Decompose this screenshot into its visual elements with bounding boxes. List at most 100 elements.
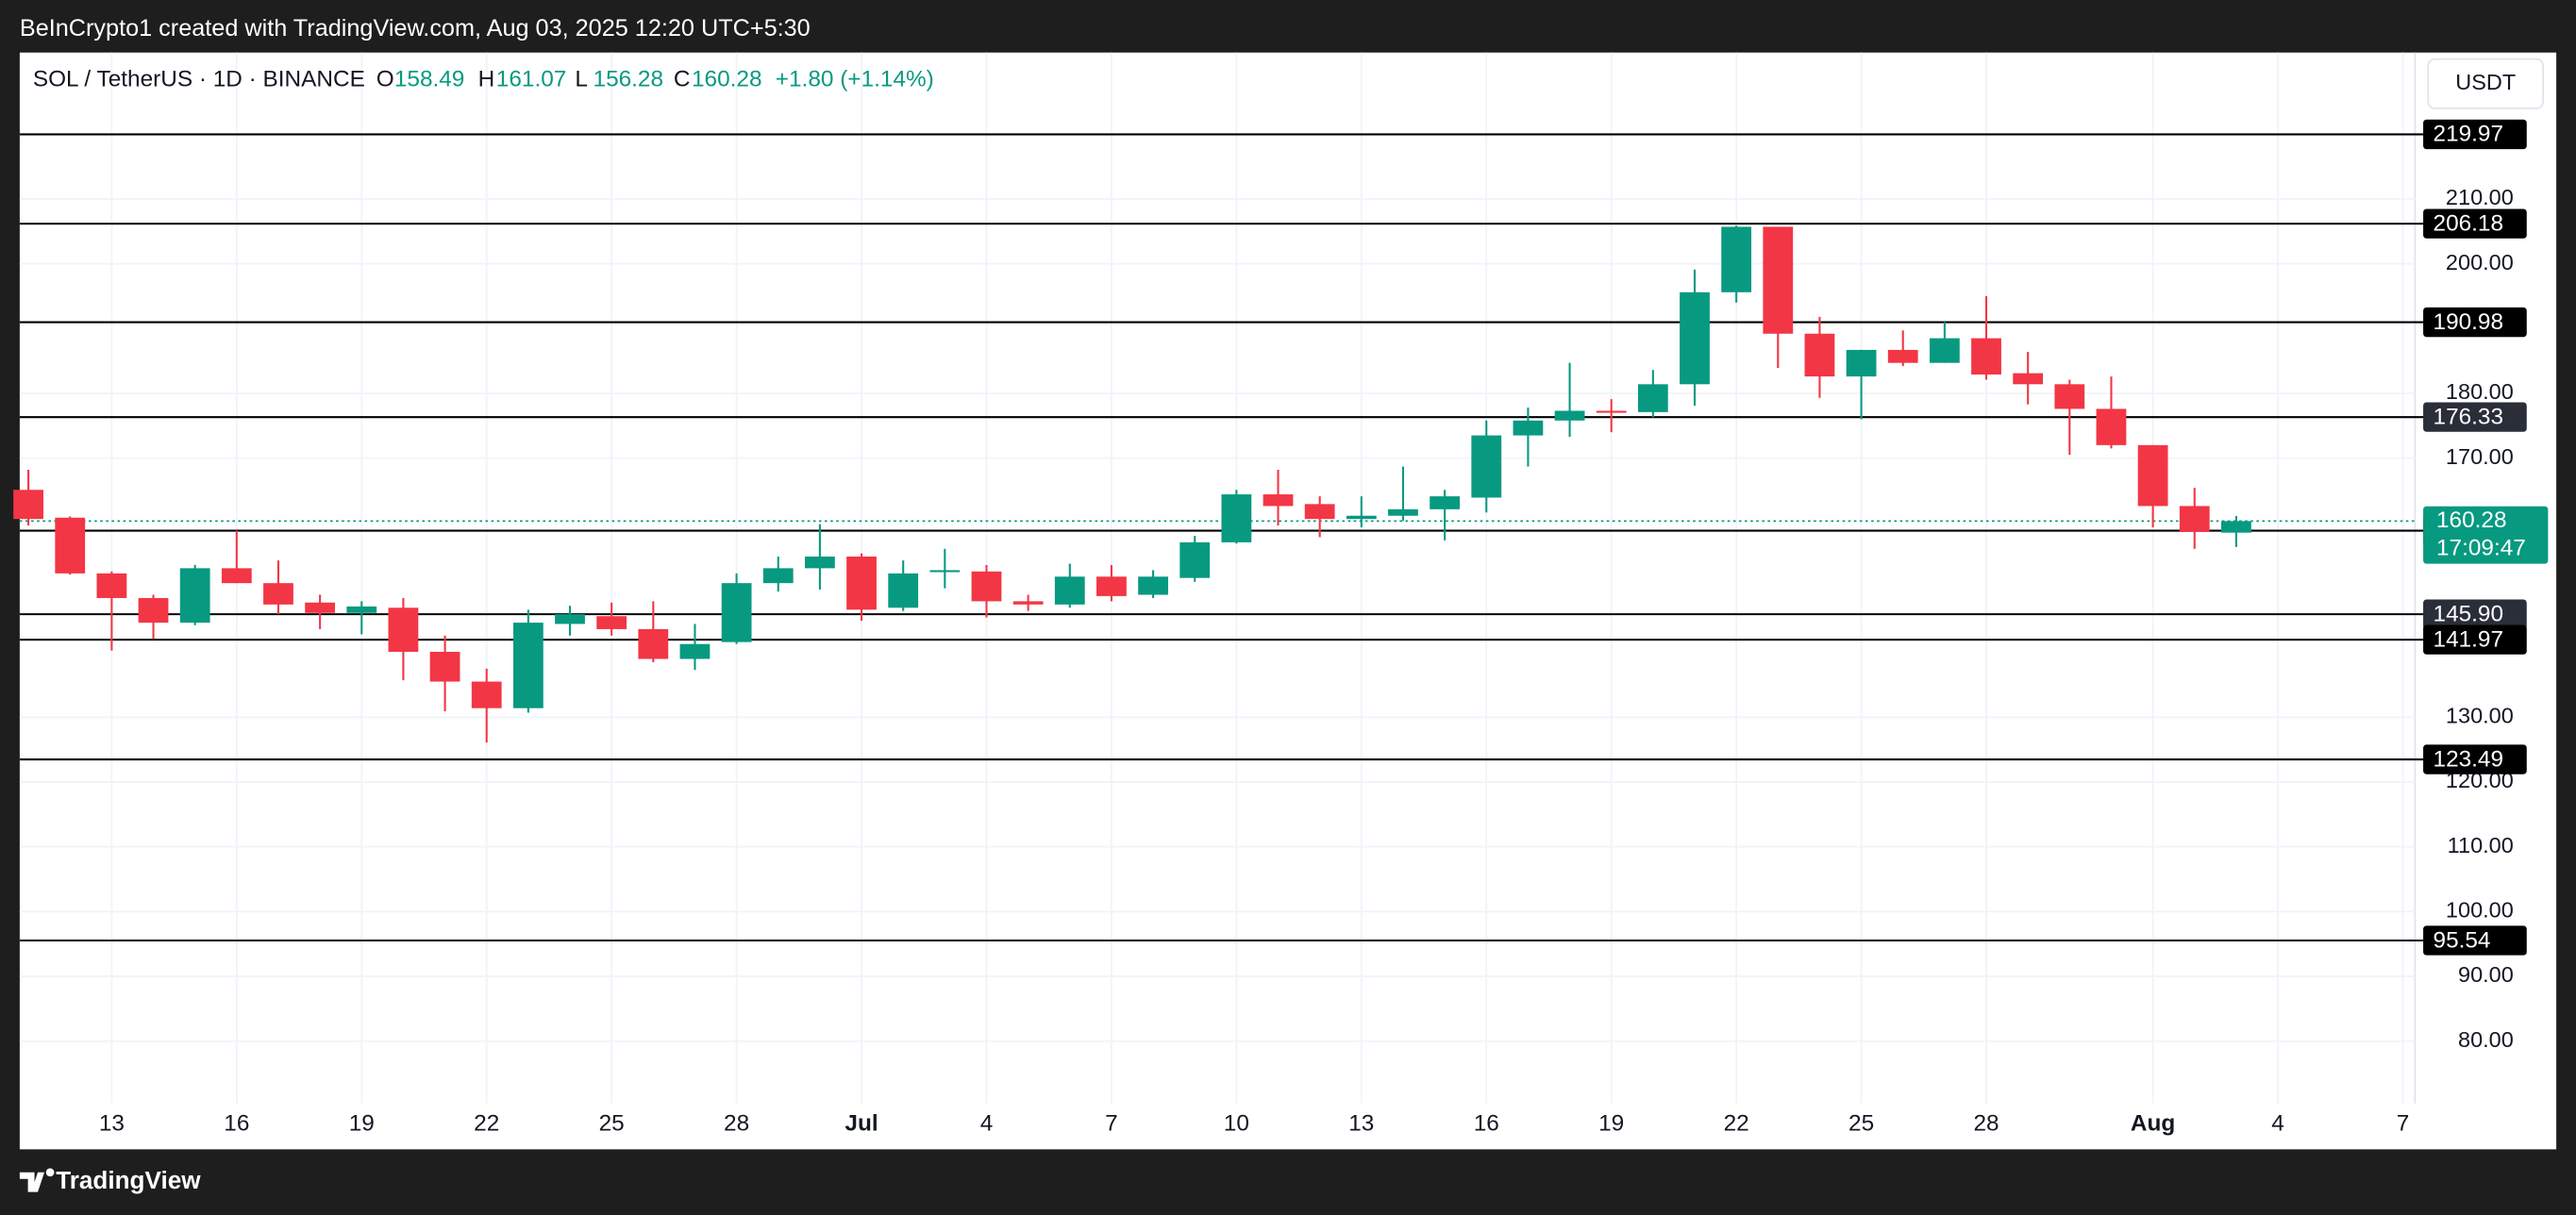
- legend-change: +1.80 (+1.14%): [776, 67, 934, 92]
- level-label: 145.90: [2434, 601, 2504, 626]
- level-label-box: [2423, 208, 2527, 239]
- candle-body: [96, 573, 127, 598]
- y-tick-label: 170.00: [2446, 444, 2514, 469]
- candle-body: [762, 568, 794, 584]
- candle-body: [1263, 494, 1294, 507]
- candle-body: [679, 643, 711, 659]
- candle-body: [971, 571, 1002, 602]
- x-tick-label: 10: [1224, 1111, 1249, 1137]
- candle-body: [2137, 444, 2168, 507]
- candle-body: [638, 628, 669, 659]
- y-tick-label: 100.00: [2446, 898, 2514, 923]
- y-tick-label: 130.00: [2446, 704, 2514, 728]
- candle-body: [221, 568, 252, 584]
- level-label: 95.54: [2434, 927, 2491, 953]
- x-tick-label: 7: [1105, 1111, 1118, 1137]
- chart-area: [19, 52, 2557, 1150]
- candle-body: [1304, 504, 1335, 520]
- currency[interactable]: USDT: [2455, 70, 2516, 94]
- level-label: 206.18: [2434, 210, 2504, 236]
- y-tick-label: 210.00: [2446, 185, 2514, 209]
- candle-body: [1804, 333, 1835, 377]
- candle-body: [1471, 435, 1502, 498]
- legend-key: L: [575, 67, 588, 92]
- legend-value: 156.28: [594, 67, 664, 92]
- level-label: 219.97: [2434, 122, 2504, 147]
- candle-body: [1929, 338, 1960, 363]
- candle-body: [13, 490, 43, 520]
- level-label-box: [2423, 599, 2527, 629]
- candle-body: [804, 557, 835, 569]
- countdown: 17:09:47: [2436, 535, 2526, 560]
- candle-body: [2013, 373, 2044, 385]
- y-tick-label: 90.00: [2458, 962, 2514, 987]
- candle-body: [1846, 349, 1877, 377]
- candle-body: [55, 517, 86, 574]
- candle-body: [846, 557, 877, 610]
- candle-body: [1680, 291, 1710, 385]
- level-label-box: [2423, 744, 2527, 774]
- candle-body: [2096, 408, 2127, 445]
- candle-body: [1221, 494, 1252, 542]
- candle-body: [1346, 515, 1377, 520]
- candle-body: [388, 608, 419, 652]
- candle-body: [929, 570, 961, 573]
- candle-body: [1596, 410, 1627, 413]
- y-tick-label: 80.00: [2458, 1027, 2514, 1052]
- candle-body: [512, 623, 544, 708]
- x-tick-label: 16: [224, 1111, 249, 1137]
- legend-key: O: [376, 67, 394, 92]
- candle-body: [1388, 508, 1418, 516]
- x-tick-label: 13: [1348, 1111, 1374, 1137]
- x-tick-label: 4: [980, 1111, 994, 1137]
- level-label-box: [2423, 402, 2527, 432]
- x-tick-label: 19: [1598, 1111, 1624, 1137]
- candle-body: [2054, 384, 2085, 409]
- last-price-box: [2423, 506, 2549, 564]
- candle-body: [179, 568, 210, 624]
- candle-body: [1513, 420, 1544, 436]
- candle-body: [263, 583, 293, 605]
- x-tick-label: 22: [1724, 1111, 1749, 1137]
- candle-body: [1012, 601, 1044, 605]
- x-tick-label: 13: [99, 1111, 125, 1137]
- candle-body: [888, 573, 919, 608]
- candle-body: [138, 597, 169, 624]
- level-label-box: [2423, 925, 2527, 956]
- x-tick-label: 7: [2397, 1111, 2410, 1137]
- candle-body: [1179, 541, 1211, 578]
- currency-box[interactable]: [2427, 58, 2545, 109]
- level-label: 123.49: [2434, 746, 2504, 772]
- x-tick-label: 19: [349, 1111, 375, 1137]
- legend-value: 161.07: [496, 67, 567, 92]
- last-price-label: 160.28: [2436, 508, 2507, 533]
- candle-body: [1054, 576, 1085, 605]
- x-tick-label: Aug: [2131, 1111, 2175, 1137]
- candle-body: [2221, 521, 2251, 533]
- x-tick-label: 25: [1848, 1111, 1874, 1137]
- x-tick-label: 28: [724, 1111, 749, 1137]
- candle-body: [1554, 410, 1585, 421]
- level-label-box: [2423, 624, 2527, 655]
- footer: TradingView: [56, 1166, 201, 1194]
- candle-body: [1887, 349, 1918, 363]
- labels-layer: 219.97206.18190.98176.33158.80145.90141.…: [2423, 119, 2549, 956]
- candle-body: [1096, 576, 1127, 596]
- x-tick-label: 28: [1973, 1111, 1999, 1137]
- logo-icon: [19, 1168, 55, 1192]
- candle-body: [721, 583, 752, 642]
- x-tick-label: 25: [599, 1111, 625, 1137]
- level-label: 190.98: [2434, 309, 2504, 335]
- x-tick-label: 22: [474, 1111, 499, 1137]
- legend-value: 158.49: [394, 67, 465, 92]
- candles-layer: [13, 225, 2251, 743]
- symbol: SOL / TetherUS · 1D · BINANCE: [33, 67, 365, 92]
- legend-key: C: [674, 67, 691, 92]
- candle-body: [1138, 576, 1168, 595]
- candle-body: [346, 606, 377, 613]
- candle-body: [305, 602, 336, 613]
- candle-body: [1721, 226, 1752, 292]
- candle-body: [1430, 496, 1460, 509]
- candle-body: [429, 651, 460, 682]
